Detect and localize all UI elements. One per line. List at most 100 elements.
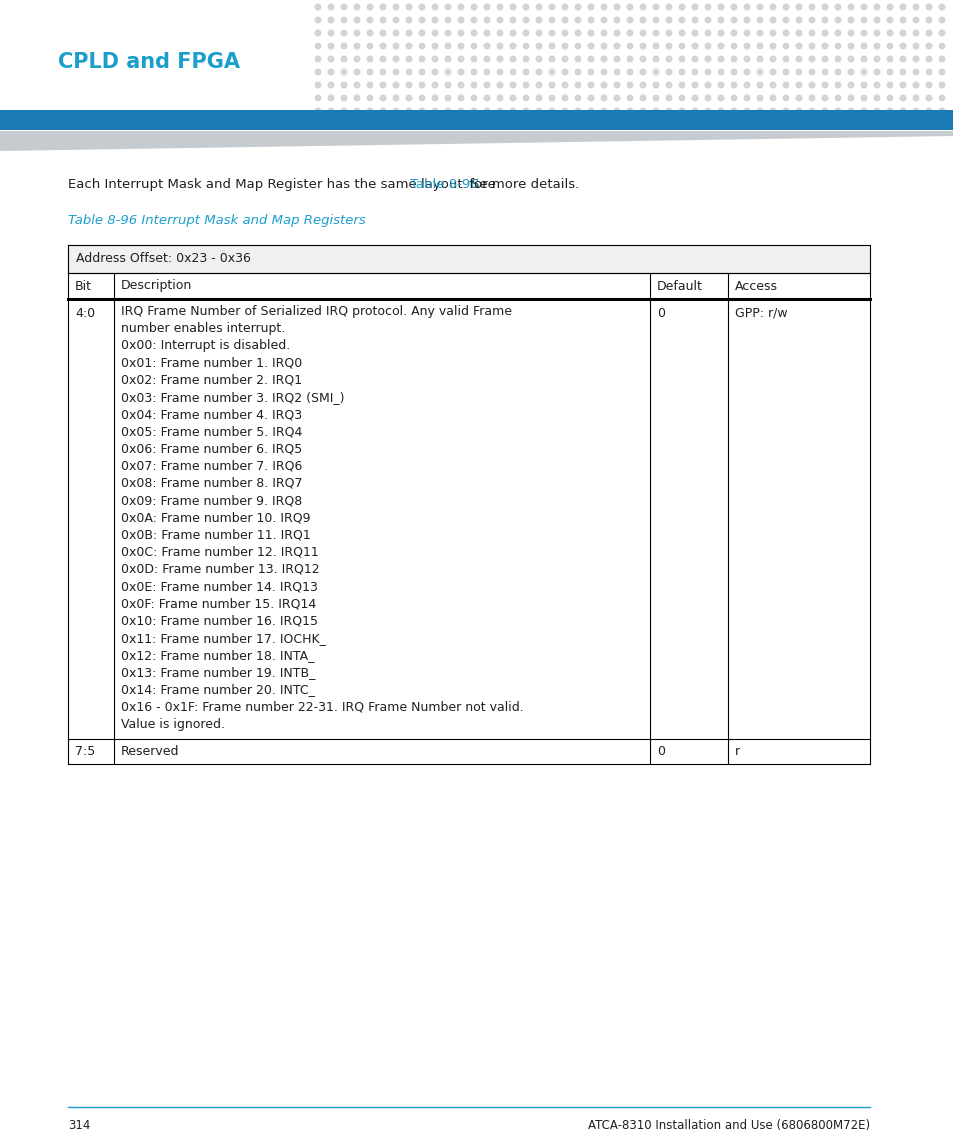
Circle shape (341, 69, 347, 74)
Circle shape (549, 5, 555, 10)
Circle shape (692, 108, 697, 113)
Circle shape (614, 56, 619, 62)
Circle shape (782, 82, 788, 88)
Circle shape (821, 5, 827, 10)
Circle shape (250, 5, 255, 10)
Circle shape (380, 82, 385, 88)
Circle shape (432, 5, 437, 10)
Circle shape (679, 121, 684, 127)
Circle shape (224, 30, 230, 35)
Circle shape (834, 82, 840, 88)
Text: GPP: r/w: GPP: r/w (734, 307, 787, 319)
Circle shape (861, 108, 866, 113)
Circle shape (679, 5, 684, 10)
Circle shape (42, 121, 48, 127)
Circle shape (94, 108, 100, 113)
Circle shape (380, 69, 385, 74)
Circle shape (614, 17, 619, 23)
Circle shape (172, 82, 177, 88)
Circle shape (224, 5, 230, 10)
Circle shape (653, 5, 659, 10)
Circle shape (120, 69, 126, 74)
Circle shape (289, 69, 294, 74)
Circle shape (341, 44, 347, 49)
Circle shape (81, 82, 87, 88)
Circle shape (782, 108, 788, 113)
Circle shape (834, 95, 840, 101)
Circle shape (367, 108, 373, 113)
Circle shape (16, 17, 22, 23)
Circle shape (692, 95, 697, 101)
Circle shape (406, 95, 412, 101)
Circle shape (588, 82, 593, 88)
Circle shape (445, 44, 451, 49)
Circle shape (302, 82, 308, 88)
Circle shape (639, 82, 645, 88)
Circle shape (886, 121, 892, 127)
Circle shape (847, 95, 853, 101)
Circle shape (81, 5, 87, 10)
Circle shape (237, 95, 243, 101)
Text: 0x14: Frame number 20. INTC_: 0x14: Frame number 20. INTC_ (121, 684, 314, 696)
Circle shape (626, 30, 632, 35)
Circle shape (575, 56, 580, 62)
Circle shape (600, 69, 606, 74)
Text: 0x09: Frame number 9. IRQ8: 0x09: Frame number 9. IRQ8 (121, 495, 302, 507)
Circle shape (159, 56, 165, 62)
Circle shape (107, 108, 112, 113)
Circle shape (886, 95, 892, 101)
Circle shape (614, 108, 619, 113)
Text: CPLD and FPGA: CPLD and FPGA (58, 52, 240, 72)
Circle shape (68, 69, 73, 74)
Circle shape (796, 56, 801, 62)
Circle shape (757, 82, 762, 88)
Circle shape (743, 5, 749, 10)
Circle shape (250, 121, 255, 127)
Circle shape (782, 44, 788, 49)
Text: 0x02: Frame number 2. IRQ1: 0x02: Frame number 2. IRQ1 (121, 373, 302, 387)
Circle shape (263, 121, 269, 127)
Circle shape (406, 69, 412, 74)
Circle shape (276, 82, 281, 88)
Circle shape (510, 44, 516, 49)
Circle shape (614, 121, 619, 127)
Circle shape (263, 30, 269, 35)
Circle shape (263, 82, 269, 88)
Circle shape (912, 69, 918, 74)
Circle shape (614, 44, 619, 49)
Circle shape (510, 17, 516, 23)
Circle shape (211, 108, 216, 113)
Circle shape (263, 5, 269, 10)
Circle shape (782, 30, 788, 35)
Circle shape (16, 121, 22, 127)
Circle shape (588, 95, 593, 101)
Circle shape (808, 95, 814, 101)
Circle shape (925, 95, 931, 101)
Circle shape (653, 121, 659, 127)
Circle shape (406, 30, 412, 35)
Circle shape (626, 108, 632, 113)
Circle shape (224, 121, 230, 127)
Circle shape (510, 121, 516, 127)
Circle shape (457, 95, 463, 101)
Circle shape (393, 17, 398, 23)
Circle shape (821, 82, 827, 88)
Circle shape (289, 17, 294, 23)
Circle shape (314, 82, 320, 88)
Circle shape (250, 30, 255, 35)
Circle shape (159, 121, 165, 127)
Circle shape (107, 30, 112, 35)
Circle shape (561, 56, 567, 62)
Circle shape (653, 69, 659, 74)
Circle shape (133, 56, 138, 62)
Circle shape (510, 108, 516, 113)
Circle shape (808, 44, 814, 49)
Circle shape (510, 30, 516, 35)
Circle shape (211, 44, 216, 49)
Circle shape (172, 108, 177, 113)
Circle shape (626, 5, 632, 10)
Text: 0x0F: Frame number 15. IRQ14: 0x0F: Frame number 15. IRQ14 (121, 598, 315, 610)
Circle shape (653, 108, 659, 113)
Circle shape (639, 5, 645, 10)
Circle shape (886, 69, 892, 74)
